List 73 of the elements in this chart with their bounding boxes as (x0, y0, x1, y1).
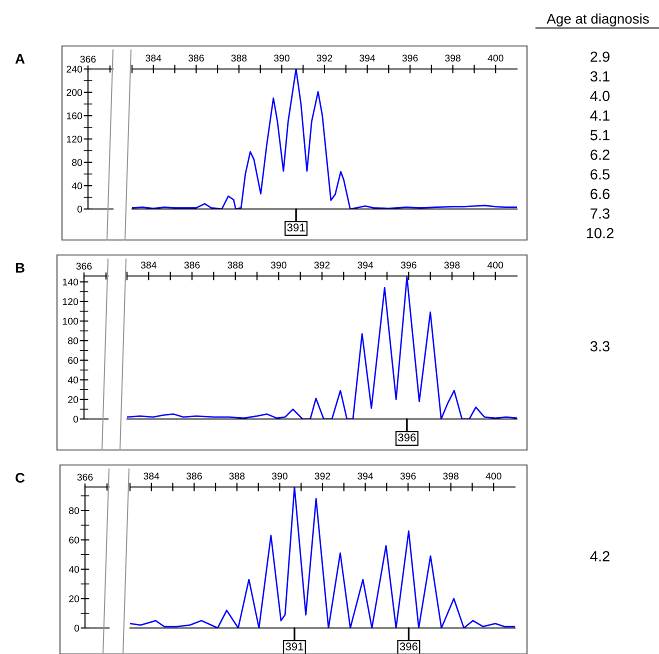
x-tick-label: 386 (188, 54, 204, 62)
y-tick-label: 40 (68, 376, 78, 384)
y-tick-label: 60 (69, 536, 80, 544)
x-tick-label: 392 (316, 54, 332, 62)
x-tick-label: 400 (487, 262, 504, 269)
y-tick-label: 20 (69, 595, 80, 602)
y-tick-label: 120 (66, 136, 82, 143)
x-tick-label: 390 (274, 54, 290, 62)
text: 6.6 (590, 188, 610, 200)
annotation: 391 (286, 642, 304, 650)
annotation: 396 (398, 434, 416, 442)
x-tick-label: 388 (231, 54, 247, 62)
y-tick-label: 80 (69, 507, 80, 514)
x-tick-label: 392 (314, 262, 330, 269)
x-tick-label: 392 (314, 472, 330, 480)
x-tick-label: 394 (360, 54, 376, 62)
y-tick-label: 0 (74, 624, 80, 632)
x-tick-label: 398 (443, 472, 459, 480)
y-tick-label: 0 (77, 206, 82, 213)
chart-title: C (16, 472, 25, 483)
text: 10.2 (586, 228, 614, 238)
x-tick-label: 396 (400, 262, 416, 269)
y-tick-label: 140 (62, 278, 78, 286)
y-tick-label: 240 (66, 66, 82, 73)
x-tick-label: 396 (400, 472, 416, 480)
x-tick-label: 400 (488, 54, 504, 62)
line-series (130, 487, 515, 628)
text: 4.2 (590, 551, 610, 562)
text: 4.0 (590, 90, 610, 102)
y-tick-label: 120 (62, 298, 78, 306)
x-tick-label: 394 (358, 472, 374, 480)
annotation: 396 (400, 642, 418, 650)
text: 5.1 (590, 130, 610, 140)
x-tick-label: 386 (184, 262, 200, 269)
y-tick-label: 80 (72, 159, 82, 166)
text: 6.2 (590, 150, 610, 160)
line-series (132, 69, 517, 209)
y-tick-label: 40 (72, 182, 82, 190)
text: 4.1 (590, 110, 610, 121)
y-tick-label: 20 (68, 396, 78, 404)
x-tick-label: 398 (444, 262, 460, 269)
text: Age at diagnosis (546, 14, 649, 26)
y-tick-label: 40 (68, 566, 80, 573)
x-tick-label: 394 (358, 262, 374, 269)
y-tick-label: 60 (68, 356, 78, 364)
text: 2.9 (590, 52, 610, 62)
x-tick-label: 384 (144, 472, 160, 480)
x-tick-label: 400 (486, 472, 502, 480)
text: 366 (76, 262, 92, 270)
text: 3.3 (590, 341, 610, 352)
text: 3.1 (590, 71, 610, 82)
y-tick-label: 160 (66, 112, 82, 120)
text: 6.5 (590, 169, 610, 180)
x-tick-label: 384 (140, 262, 156, 269)
annotation: 391 (287, 224, 305, 232)
y-tick-label: 200 (66, 89, 82, 96)
x-tick-label: 396 (402, 54, 418, 62)
x-tick-label: 398 (445, 54, 461, 62)
text: 366 (80, 56, 96, 63)
x-tick-label: 390 (272, 472, 288, 480)
y-tick-label: 100 (62, 318, 78, 325)
x-tick-label: 390 (270, 262, 286, 269)
y-tick-label: 80 (68, 337, 78, 344)
chart-title: B (16, 263, 24, 273)
text: 7.3 (590, 208, 610, 219)
x-tick-label: 386 (186, 472, 202, 480)
line-series (127, 276, 517, 419)
x-tick-label: 384 (146, 54, 162, 62)
text: 366 (77, 474, 93, 481)
text: A (15, 54, 25, 64)
x-tick-label: 388 (228, 262, 244, 269)
y-tick-label: 0 (73, 416, 78, 423)
x-tick-label: 388 (229, 472, 245, 480)
